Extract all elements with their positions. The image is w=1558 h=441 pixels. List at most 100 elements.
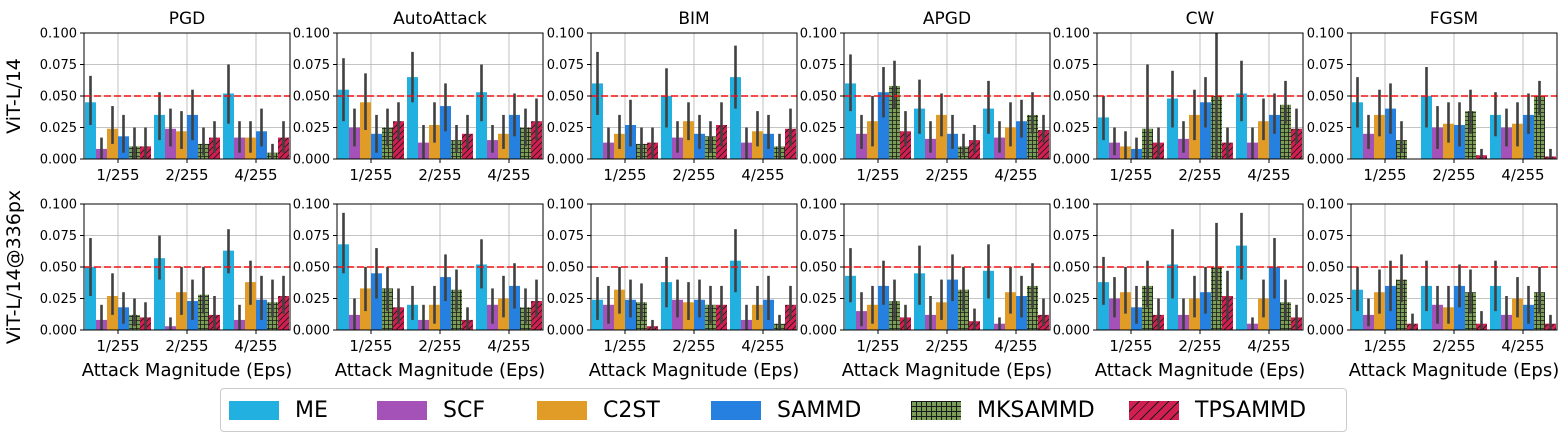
y-tick-label: 0.050 — [1053, 261, 1090, 276]
bar-sammd — [371, 273, 382, 330]
y-tick-label: 0.000 — [293, 324, 330, 339]
y-tick-label: 0.100 — [547, 27, 584, 42]
legend-label: MKSAMMD — [977, 397, 1095, 423]
legend-swatch — [711, 400, 761, 420]
row-label: ViT-L/14 — [3, 58, 25, 134]
y-tick-label: 0.025 — [40, 121, 77, 136]
y-tick-label: 0.050 — [40, 90, 77, 105]
y-tick-label: 0.050 — [1307, 261, 1344, 276]
legend-swatch — [537, 400, 587, 420]
panel-bim-0: 0.000 0.025 0.050 0.075 0.100 1/255 2/255 4/255… — [547, 9, 798, 184]
y-tick-label: 0.025 — [800, 121, 837, 136]
panel-cw-0: 0.000 0.025 0.050 0.075 0.100 1/255 2/255 4/255… — [1053, 9, 1304, 184]
panel-title: AutoAttack — [393, 9, 487, 29]
y-tick-label: 0.050 — [293, 90, 330, 105]
bar-c2st — [1374, 114, 1385, 159]
bar-mksammd — [1534, 96, 1545, 159]
x-tick-label: 4/255 — [741, 337, 784, 355]
bar-me — [223, 93, 234, 159]
y-tick-label: 0.075 — [547, 58, 584, 73]
bar-me — [1167, 98, 1178, 159]
x-tick-label: 2/255 — [1432, 337, 1475, 355]
panel-autoattack-1: 0.000 0.025 0.050 0.075 0.100 1/255 2/255 4/255… — [293, 198, 545, 382]
bar-c2st — [936, 114, 947, 159]
legend-item-sammd: SAMMD — [711, 389, 861, 431]
legend-label: SCF — [443, 397, 485, 423]
legend-label: C2ST — [603, 397, 660, 423]
y-tick-label: 0.100 — [40, 198, 77, 213]
x-tick-label: 1/255 — [603, 337, 646, 355]
y-tick-label: 0.075 — [1307, 58, 1344, 73]
y-tick-label: 0.050 — [1307, 90, 1344, 105]
panel-bim-1: 0.000 0.025 0.050 0.075 0.100 1/255 2/255 4/255… — [547, 198, 799, 382]
panel-pgd-0: 0.000 0.025 0.050 0.075 0.100 1/255 2/255 4/255… — [40, 9, 291, 184]
row-label: ViT-L/14@336px — [3, 190, 25, 344]
bar-me — [1352, 102, 1363, 159]
legend-swatch — [377, 400, 427, 420]
x-tick-label: 2/255 — [925, 166, 968, 184]
bar-tpsammd — [1038, 130, 1049, 159]
bar-me — [407, 77, 418, 159]
y-tick-label: 0.050 — [293, 261, 330, 276]
bar-sammd — [878, 285, 889, 330]
y-tick-label: 0.000 — [800, 153, 837, 168]
bar-sammd — [509, 114, 520, 159]
y-tick-label: 0.000 — [40, 153, 77, 168]
panel-title: CW — [1186, 9, 1215, 29]
bar-mksammd — [889, 85, 900, 159]
bar-me — [1236, 93, 1247, 159]
x-tick-label: 4/255 — [1501, 337, 1544, 355]
y-tick-label: 0.025 — [293, 121, 330, 136]
bar-sammd — [947, 279, 958, 330]
panel-title: BIM — [678, 9, 709, 29]
x-tick-label: 2/255 — [1432, 166, 1475, 184]
x-tick-label: 1/255 — [349, 337, 392, 355]
x-tick-label: 2/255 — [1178, 166, 1221, 184]
bar-mksammd — [1465, 111, 1476, 159]
y-tick-label: 0.000 — [293, 153, 330, 168]
x-axis-label: Attack Magnitude (Eps) — [589, 360, 800, 381]
x-tick-label: 1/255 — [1363, 337, 1406, 355]
x-tick-label: 1/255 — [96, 337, 139, 355]
legend-item-c2st: C2ST — [537, 389, 660, 431]
x-tick-label: 4/255 — [994, 337, 1037, 355]
bar-sammd — [440, 277, 451, 330]
x-tick-label: 2/255 — [672, 166, 715, 184]
panel-apgd-0: 0.000 0.025 0.050 0.075 0.100 1/255 2/255 4/255… — [800, 9, 1051, 184]
legend-item-tpsammd: TPSAMMD — [1129, 389, 1306, 431]
y-tick-label: 0.075 — [293, 229, 330, 244]
x-tick-label: 4/255 — [234, 337, 277, 355]
bar-me — [592, 83, 603, 159]
x-tick-label: 2/255 — [925, 337, 968, 355]
x-tick-label: 1/255 — [349, 166, 392, 184]
y-tick-label: 0.075 — [547, 229, 584, 244]
bar-me — [223, 250, 234, 330]
legend-item-mksammd: MKSAMMD — [911, 389, 1095, 431]
x-tick-label: 2/255 — [165, 166, 208, 184]
y-tick-label: 0.100 — [293, 198, 330, 213]
legend-swatch — [229, 400, 279, 420]
x-tick-label: 1/255 — [1363, 166, 1406, 184]
y-tick-label: 0.100 — [800, 198, 837, 213]
y-tick-label: 0.050 — [800, 90, 837, 105]
legend-swatch — [911, 400, 961, 420]
bar-sammd — [440, 106, 451, 159]
bar-me — [476, 92, 487, 159]
legend-label: ME — [295, 397, 328, 423]
y-tick-label: 0.000 — [1053, 153, 1090, 168]
y-tick-label: 0.075 — [293, 58, 330, 73]
x-tick-label: 1/255 — [1109, 166, 1152, 184]
legend-label: SAMMD — [777, 397, 862, 423]
y-tick-label: 0.000 — [1307, 153, 1344, 168]
x-axis-label: Attack Magnitude (Eps) — [1095, 360, 1306, 381]
y-tick-label: 0.000 — [1053, 324, 1090, 339]
y-tick-label: 0.075 — [40, 58, 77, 73]
y-tick-label: 0.025 — [1053, 292, 1090, 307]
y-tick-label: 0.100 — [547, 198, 584, 213]
y-tick-label: 0.025 — [547, 292, 584, 307]
panel-title: PGD — [169, 9, 206, 29]
legend-swatch — [1129, 400, 1179, 420]
x-tick-label: 4/255 — [741, 166, 784, 184]
bar-me — [845, 83, 856, 159]
